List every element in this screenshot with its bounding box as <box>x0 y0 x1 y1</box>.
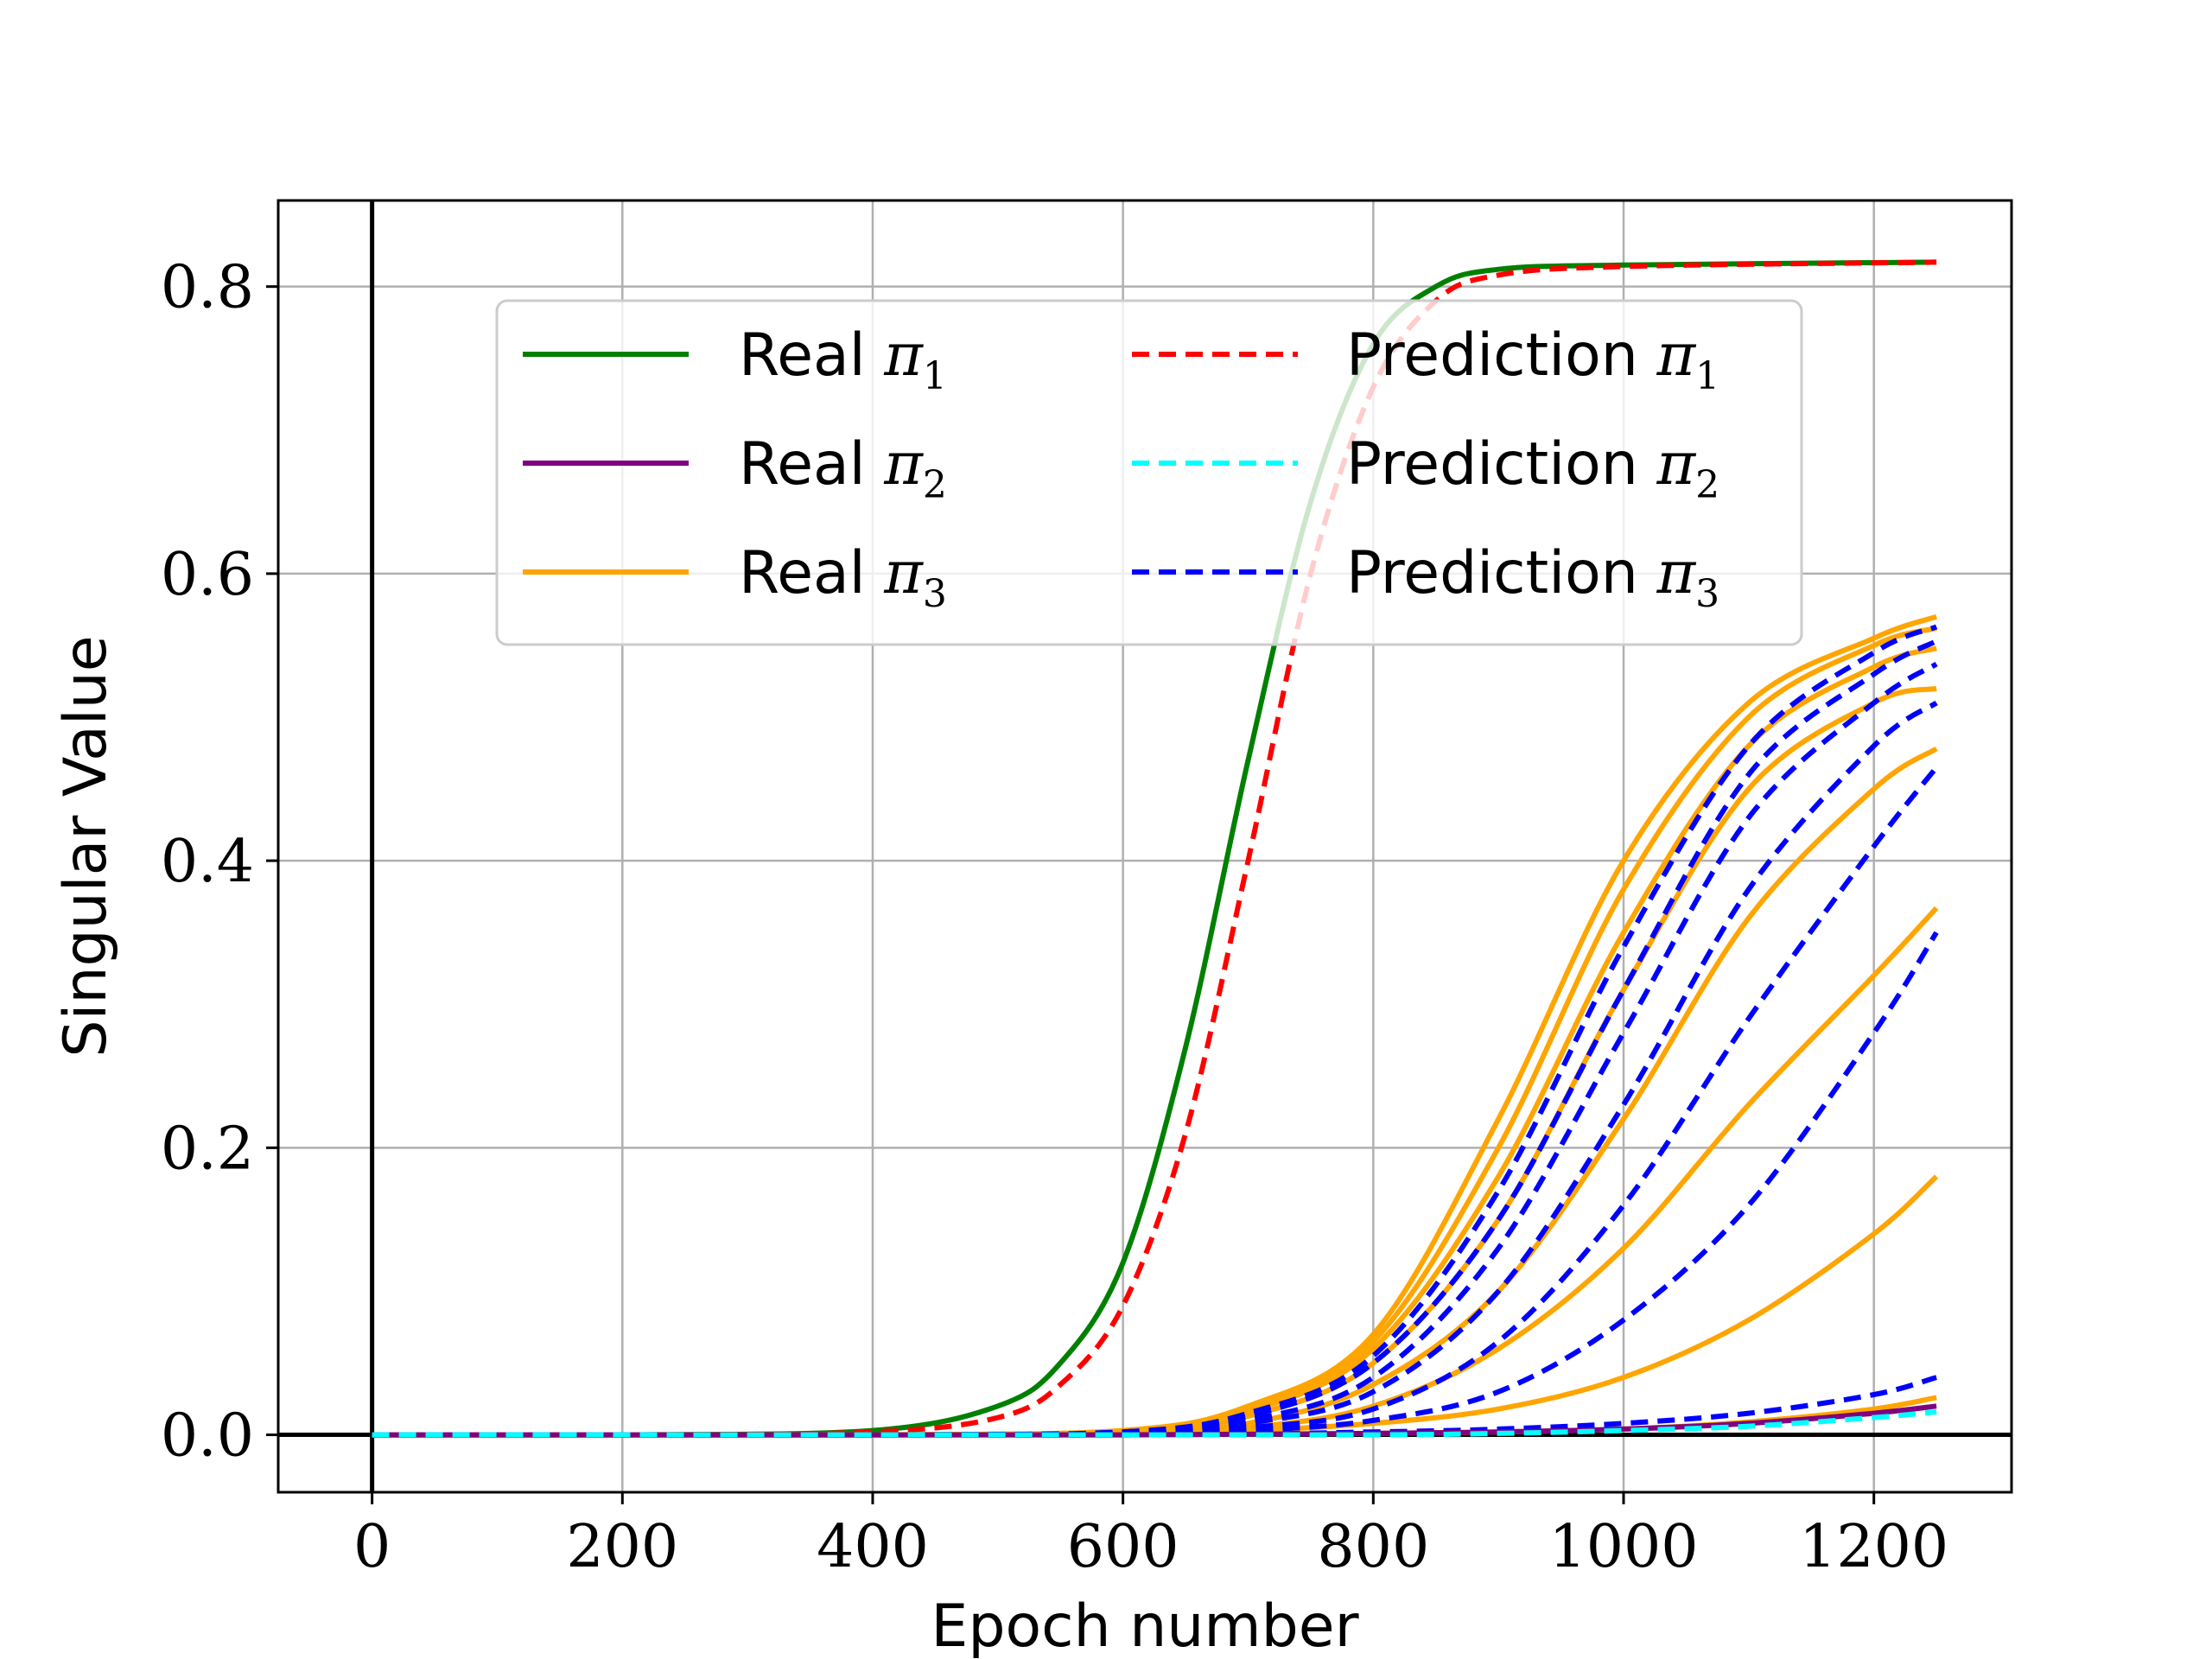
x-tick-label: 600 <box>1067 1513 1179 1581</box>
series-pred-pi3-line <box>372 766 1939 1438</box>
legend: Real π1 Real π2 Real π3 Prediction π1 Predic… <box>495 299 1803 646</box>
legend-label: Prediction π2 <box>1346 430 1719 507</box>
y-axis-label: Singular Value <box>52 635 120 1057</box>
series-pred-pi3-line <box>372 639 1938 1438</box>
legend-label: Real π3 <box>739 539 947 616</box>
legend-box <box>495 299 1803 646</box>
y-tick-label: 0.8 <box>161 254 254 322</box>
x-tick-label: 0 <box>353 1513 391 1581</box>
x-tick-label: 1200 <box>1799 1513 1948 1581</box>
series-pred-pi3-line <box>372 931 1939 1438</box>
legend-label: Prediction π3 <box>1346 539 1719 616</box>
series-pred-pi3-line <box>372 700 1938 1438</box>
y-tick-label: 0.0 <box>161 1402 254 1471</box>
x-tick-label: 400 <box>817 1513 929 1581</box>
series-pred-pi2-line <box>372 1409 1937 1438</box>
plot-frame <box>276 199 2013 1494</box>
series-pred-pi3-line <box>372 661 1938 1438</box>
legend-label: Real π2 <box>739 430 947 507</box>
legend-label: Real π1 <box>739 321 947 398</box>
x-tick-label: 1000 <box>1548 1513 1698 1581</box>
x-tick-label: 800 <box>1317 1513 1429 1581</box>
y-tick-label: 0.4 <box>161 828 254 896</box>
y-tick-label: 0.6 <box>161 541 254 609</box>
y-tick-label: 0.2 <box>161 1115 254 1183</box>
legend-label: Prediction π1 <box>1346 321 1719 398</box>
axis-ticks: 0 200 400 600 800 1000 1200 0.0 0.2 0.4 0.6 0.8 <box>161 254 1948 1581</box>
x-tick-label: 200 <box>566 1513 678 1581</box>
series-lines <box>372 259 1939 1438</box>
x-axis-label: Epoch number <box>931 1592 1358 1659</box>
